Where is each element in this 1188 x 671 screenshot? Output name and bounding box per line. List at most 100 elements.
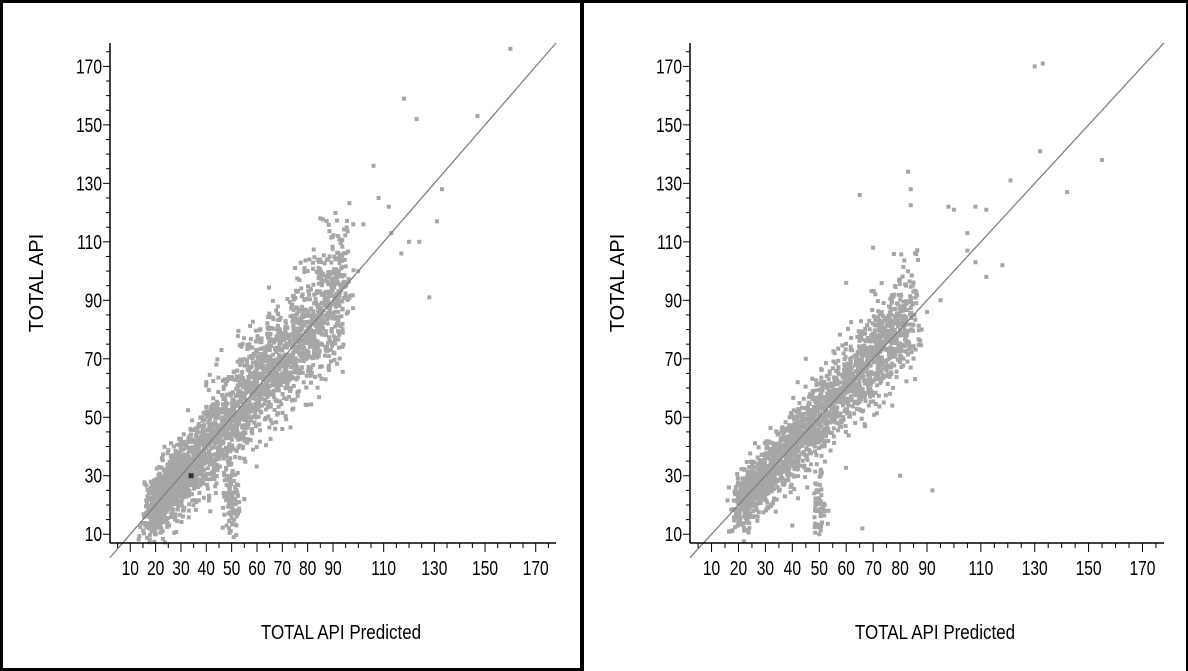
data-point — [865, 358, 869, 363]
data-point — [185, 461, 190, 466]
data-point — [326, 302, 331, 307]
data-point — [139, 521, 144, 525]
data-point — [863, 326, 868, 331]
data-point — [731, 498, 736, 503]
x-tick-label: 90 — [324, 557, 341, 579]
data-point — [343, 264, 348, 269]
data-point — [308, 335, 313, 340]
data-point — [316, 318, 321, 322]
data-point — [202, 441, 207, 446]
data-point — [769, 440, 774, 445]
data-point — [215, 463, 220, 467]
data-point — [185, 452, 190, 457]
data-point — [269, 326, 274, 330]
data-point — [208, 408, 213, 412]
data-point — [236, 511, 241, 516]
data-point — [774, 463, 779, 468]
data-point — [873, 359, 878, 364]
data-point — [335, 218, 339, 223]
data-point — [240, 396, 245, 401]
data-point — [298, 358, 303, 363]
data-point — [866, 384, 870, 389]
data-point — [289, 306, 294, 311]
data-point — [867, 337, 872, 342]
data-point — [238, 374, 243, 379]
data-point — [736, 482, 741, 487]
data-point — [736, 521, 741, 526]
data-point — [258, 327, 263, 332]
data-point — [300, 313, 305, 318]
data-point — [165, 451, 170, 456]
data-point — [299, 326, 304, 331]
data-point — [741, 521, 746, 526]
data-point — [816, 427, 821, 432]
data-point — [351, 268, 356, 273]
data-point — [347, 296, 352, 301]
data-point — [311, 247, 316, 252]
data-point — [809, 436, 814, 441]
data-point — [755, 465, 760, 470]
outlier-point — [153, 508, 158, 513]
data-point — [840, 375, 845, 380]
data-point — [880, 373, 885, 378]
data-point — [250, 408, 255, 413]
data-point — [215, 401, 220, 406]
data-point — [211, 396, 216, 401]
data-point — [261, 392, 266, 397]
data-point — [284, 324, 289, 329]
data-point — [253, 401, 258, 406]
data-point — [750, 462, 755, 467]
outlier-point — [305, 269, 310, 274]
data-point — [195, 485, 200, 490]
data-point — [769, 451, 774, 456]
data-point — [179, 481, 184, 486]
data-point — [193, 507, 198, 512]
data-point — [322, 296, 327, 301]
data-point — [884, 368, 889, 373]
data-point — [170, 510, 175, 515]
data-point — [295, 348, 300, 353]
data-point — [868, 382, 873, 387]
data-point — [246, 402, 251, 407]
data-point — [253, 328, 258, 333]
data-point — [333, 316, 337, 321]
data-point — [777, 466, 782, 471]
data-point — [181, 463, 185, 468]
data-point — [778, 436, 783, 440]
data-point — [319, 321, 324, 326]
data-point — [179, 436, 183, 441]
data-point — [217, 424, 222, 429]
data-point — [337, 356, 342, 361]
data-point — [805, 485, 810, 490]
data-point — [809, 451, 814, 456]
data-point — [821, 432, 826, 437]
data-point — [271, 395, 276, 399]
data-point — [208, 456, 213, 460]
data-point — [329, 328, 334, 333]
data-point — [803, 452, 807, 457]
data-point — [303, 258, 308, 263]
data-point — [843, 347, 848, 352]
data-point — [337, 257, 342, 262]
data-point — [239, 390, 244, 395]
data-point — [268, 392, 273, 397]
data-point — [256, 356, 261, 361]
data-point — [810, 427, 815, 432]
data-point — [826, 438, 831, 443]
data-point — [287, 300, 292, 304]
data-point — [264, 381, 269, 385]
data-point — [196, 498, 201, 503]
data-point — [803, 406, 808, 411]
data-point — [315, 328, 320, 332]
data-point — [232, 408, 237, 413]
data-point — [273, 426, 278, 431]
data-point — [747, 469, 751, 474]
data-point — [231, 490, 236, 495]
data-point — [800, 458, 805, 463]
data-point — [308, 313, 313, 318]
data-point — [214, 465, 219, 470]
data-point — [847, 414, 852, 419]
data-point — [227, 442, 232, 447]
data-point — [191, 481, 196, 486]
data-point — [295, 305, 300, 310]
